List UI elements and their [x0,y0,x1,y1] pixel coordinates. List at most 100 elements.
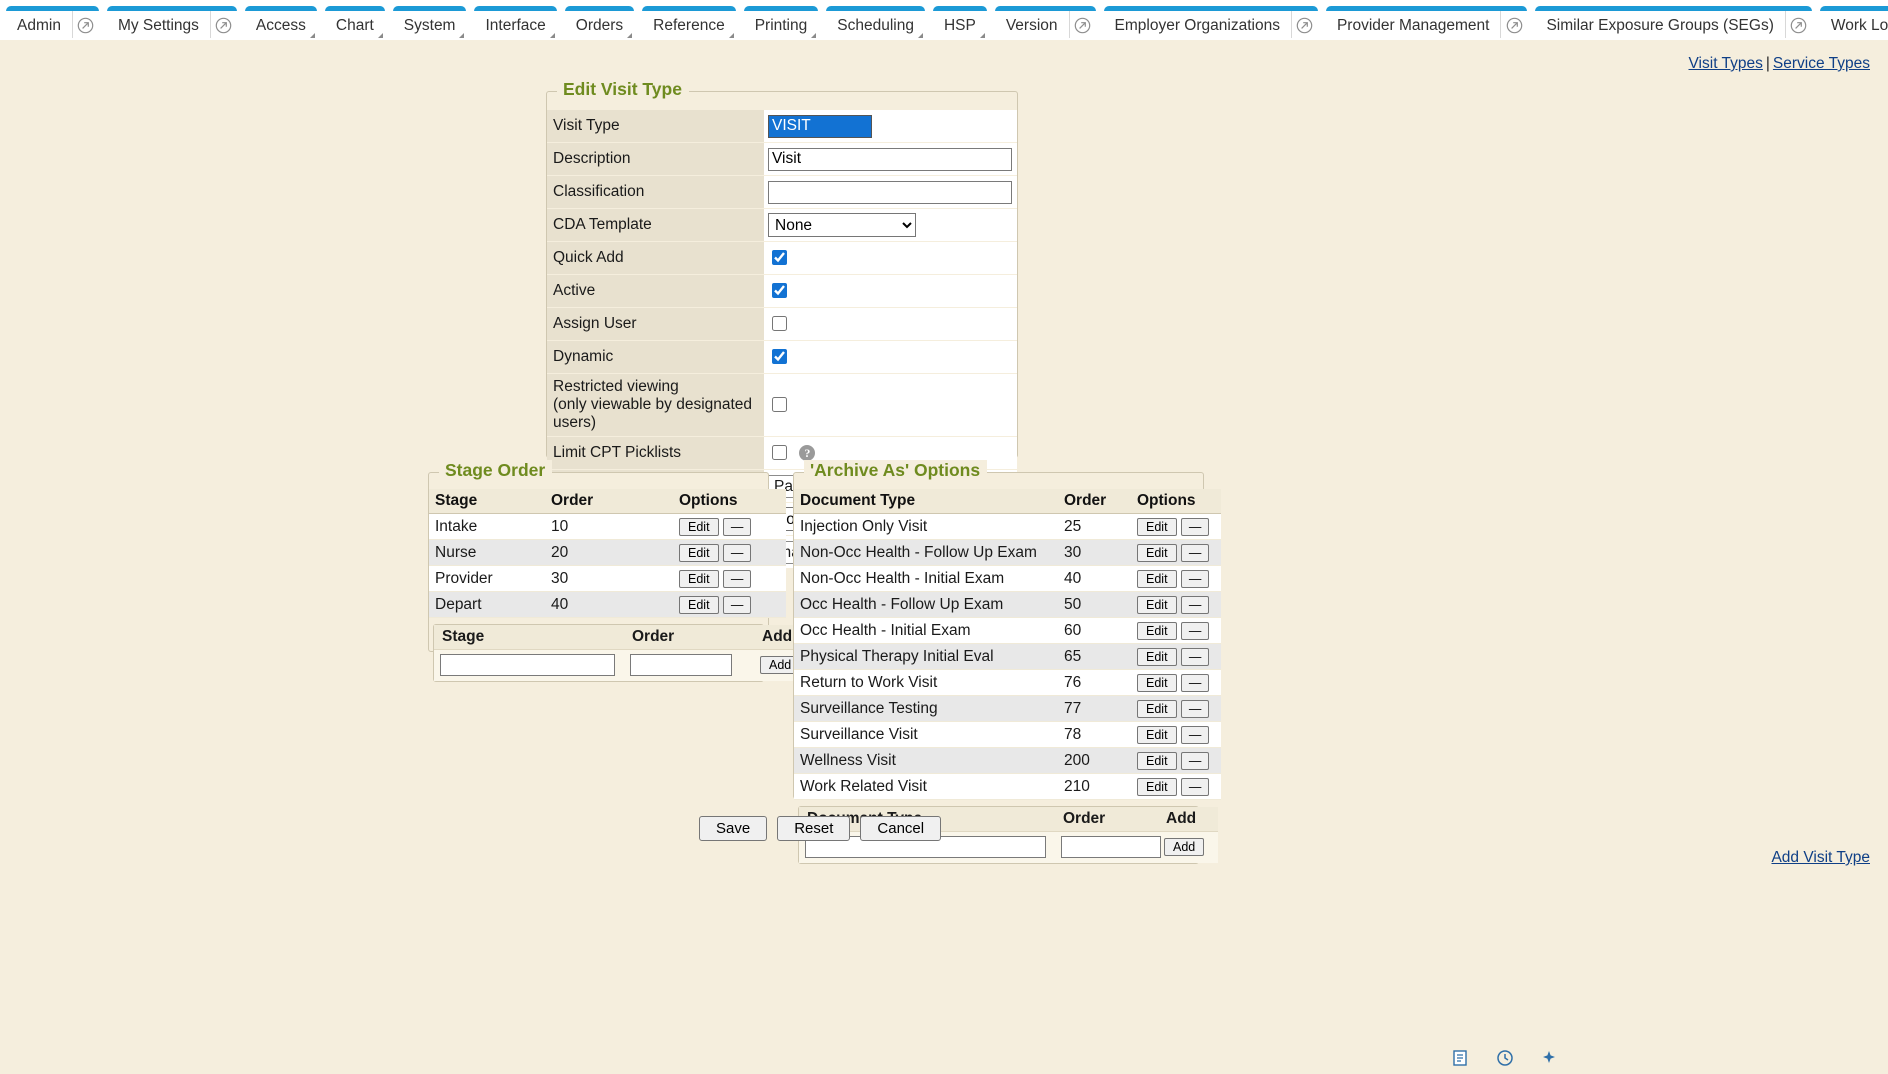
edit-button[interactable]: Edit [1137,725,1177,744]
external-link-icon[interactable] [1784,11,1812,40]
external-link-icon[interactable] [1068,11,1096,40]
tab-work-locations[interactable]: Work Locations [1819,6,1888,40]
remove-button[interactable]: — [1180,543,1210,562]
tab-provider-management[interactable]: Provider Management [1325,6,1528,40]
tab-printing[interactable]: Printing [743,6,819,40]
edit-button[interactable]: Edit [679,517,719,536]
external-link-icon[interactable] [71,11,99,40]
table-row: Provider 30 Edit — [429,565,786,592]
dynamic-label: Dynamic [547,340,764,374]
edit-button[interactable]: Edit [1137,517,1177,536]
link-visit-types[interactable]: Visit Types [1688,55,1763,72]
remove-button[interactable]: — [1180,595,1210,614]
edit-button[interactable]: Edit [1137,673,1177,692]
external-link-icon[interactable] [209,11,237,40]
cda-template-select[interactable]: None [768,213,916,237]
visit-type-label: Visit Type [547,110,764,143]
cell-order: 25 [1058,513,1131,540]
tab-chart[interactable]: Chart [324,6,385,40]
tab-scheduling[interactable]: Scheduling [826,6,925,40]
remove-button[interactable]: — [722,569,752,588]
tab-label: HSP [933,11,987,40]
remove-button[interactable]: — [1180,673,1210,692]
stage-order-input[interactable] [630,654,732,676]
cell-order: 76 [1058,669,1131,696]
cell-doc: Surveillance Visit [794,721,1058,748]
tab-hsp[interactable]: HSP [932,6,987,40]
edit-button[interactable]: Edit [1137,777,1177,796]
sparkle-icon[interactable] [1540,1049,1558,1072]
edit-button[interactable]: Edit [1137,647,1177,666]
clock-icon[interactable] [1496,1049,1514,1072]
edit-button[interactable]: Edit [679,569,719,588]
restricted-viewing-label: Restricted viewing (only viewable by des… [547,373,764,437]
help-icon[interactable]: ? [799,444,816,461]
archive-add-button[interactable]: Add [1164,838,1205,856]
link-service-types[interactable]: Service Types [1772,55,1870,72]
tab-system[interactable]: System [392,6,467,40]
tab-access[interactable]: Access [244,6,317,40]
stage-name-input[interactable] [440,654,615,676]
archive-order-input[interactable] [1061,836,1161,858]
description-input[interactable] [768,147,1012,171]
table-row: Intake 10 Edit — [429,513,786,540]
active-checkbox[interactable] [772,283,787,299]
edit-button[interactable]: Edit [679,543,719,562]
remove-button[interactable]: — [1180,569,1210,588]
remove-button[interactable]: — [1180,621,1210,640]
edit-button[interactable]: Edit [1137,699,1177,718]
edit-button[interactable]: Edit [1137,751,1177,770]
bottom-bar-icons [1452,1049,1558,1072]
quick-add-checkbox[interactable] [772,250,787,266]
tab-my-settings[interactable]: My Settings [106,6,237,40]
remove-button[interactable]: — [722,517,752,536]
tab-employer-organizations[interactable]: Employer Organizations [1103,6,1318,40]
tab-similar-exposure-groups-segs[interactable]: Similar Exposure Groups (SEGs) [1535,6,1812,40]
add-cell-name [434,649,624,681]
add-visit-type-link[interactable]: Add Visit Type [1771,849,1870,866]
edit-button[interactable]: Edit [1137,595,1177,614]
remove-button[interactable]: — [722,543,752,562]
cancel-button[interactable]: Cancel [860,816,942,841]
edit-button[interactable]: Edit [1137,569,1177,588]
restricted-viewing-checkbox[interactable] [772,397,787,413]
tab-admin[interactable]: Admin [6,6,99,40]
classification-input[interactable] [768,180,1012,204]
quick-add-value-cell [764,241,1017,275]
external-link-icon[interactable] [1500,11,1527,40]
stage-add-button[interactable]: Add [760,656,801,674]
visit-type-input[interactable] [768,114,872,138]
cell-doc: Return to Work Visit [794,669,1058,696]
cell-stage: Nurse [429,539,545,566]
tab-reference[interactable]: Reference [642,6,736,40]
remove-button[interactable]: — [722,595,752,614]
limit-cpt-checkbox[interactable] [772,445,787,461]
remove-button[interactable]: — [1180,517,1210,536]
table-row: Depart 40 Edit — [429,591,786,618]
tab-interface[interactable]: Interface [474,6,557,40]
edit-button[interactable]: Edit [679,595,719,614]
assign-user-checkbox[interactable] [772,316,787,332]
tab-orders[interactable]: Orders [564,6,635,40]
stage-order-panel: Stage Order Stage Order Options Intake 10 Edi… [428,460,812,682]
external-link-icon[interactable] [1290,11,1318,40]
edit-button[interactable]: Edit [1137,543,1177,562]
remove-button[interactable]: — [1180,777,1210,796]
column-header: Options [1131,489,1221,514]
remove-button[interactable]: — [1180,647,1210,666]
assign-user-label: Assign User [547,307,764,341]
column-header: Stage [429,489,545,514]
edit-button[interactable]: Edit [1137,621,1177,640]
cell-doc: Injection Only Visit [794,513,1058,540]
document-icon[interactable] [1452,1049,1470,1072]
cell-order: 10 [545,513,673,540]
reset-button[interactable]: Reset [777,816,851,841]
remove-button[interactable]: — [1180,725,1210,744]
tab-version[interactable]: Version [994,6,1096,40]
remove-button[interactable]: — [1180,751,1210,770]
remove-button[interactable]: — [1180,699,1210,718]
active-label: Active [547,274,764,308]
dynamic-checkbox[interactable] [772,349,787,365]
table-row: Physical Therapy Initial Eval 65 Edit — [794,643,1221,670]
save-button[interactable]: Save [699,816,768,841]
